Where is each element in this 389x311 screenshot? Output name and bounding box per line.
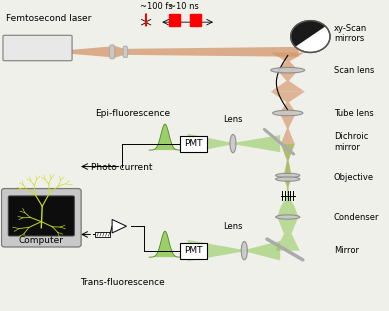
FancyBboxPatch shape [8, 196, 74, 236]
Polygon shape [280, 144, 295, 177]
Polygon shape [109, 45, 115, 58]
Text: Femtosecond laser: Femtosecond laser [6, 14, 92, 23]
Ellipse shape [241, 241, 247, 260]
Text: Dichroic
mirror: Dichroic mirror [334, 132, 368, 152]
Ellipse shape [276, 215, 300, 219]
Text: Trans-fluorescence: Trans-fluorescence [80, 278, 165, 287]
FancyBboxPatch shape [3, 35, 72, 61]
Polygon shape [169, 14, 180, 26]
Text: Scan lens: Scan lens [334, 66, 374, 75]
Polygon shape [277, 196, 298, 217]
Ellipse shape [276, 177, 300, 181]
Text: PMT: PMT [184, 139, 203, 148]
Polygon shape [149, 231, 181, 257]
Text: Objective: Objective [334, 173, 374, 182]
Polygon shape [271, 53, 305, 70]
Polygon shape [244, 241, 280, 260]
Wedge shape [291, 21, 326, 47]
Text: ~100 fs: ~100 fs [140, 2, 173, 11]
Text: Mirror: Mirror [334, 246, 359, 255]
Polygon shape [279, 113, 296, 144]
Polygon shape [187, 134, 233, 153]
Polygon shape [149, 124, 181, 150]
Text: Photo current: Photo current [91, 164, 153, 173]
Polygon shape [123, 46, 128, 57]
Text: Lens: Lens [223, 222, 243, 231]
Text: Epi-fluorescence: Epi-fluorescence [95, 109, 170, 118]
Text: ~10 ns: ~10 ns [169, 2, 199, 11]
Polygon shape [271, 92, 305, 113]
Polygon shape [271, 70, 305, 92]
Polygon shape [189, 14, 201, 26]
Polygon shape [284, 177, 291, 196]
Polygon shape [112, 45, 125, 58]
Polygon shape [276, 217, 300, 251]
Polygon shape [70, 46, 112, 57]
Text: Computer: Computer [19, 236, 64, 245]
Text: PMT: PMT [184, 246, 203, 255]
Text: Tube lens: Tube lens [334, 109, 373, 118]
Ellipse shape [273, 110, 303, 116]
Text: xy-Scan
mirrors: xy-Scan mirrors [334, 24, 367, 43]
Polygon shape [125, 47, 299, 57]
FancyBboxPatch shape [180, 136, 207, 151]
Ellipse shape [276, 173, 300, 178]
Polygon shape [187, 240, 244, 261]
Polygon shape [283, 177, 292, 196]
Text: Condenser: Condenser [334, 212, 379, 221]
Polygon shape [233, 135, 280, 152]
FancyBboxPatch shape [2, 188, 81, 247]
FancyBboxPatch shape [95, 232, 110, 237]
FancyBboxPatch shape [180, 243, 207, 259]
Ellipse shape [230, 134, 236, 153]
Polygon shape [112, 220, 126, 233]
Circle shape [291, 21, 330, 53]
Text: Lens: Lens [223, 115, 243, 124]
Ellipse shape [271, 67, 305, 73]
Polygon shape [281, 144, 294, 177]
Polygon shape [146, 14, 147, 26]
